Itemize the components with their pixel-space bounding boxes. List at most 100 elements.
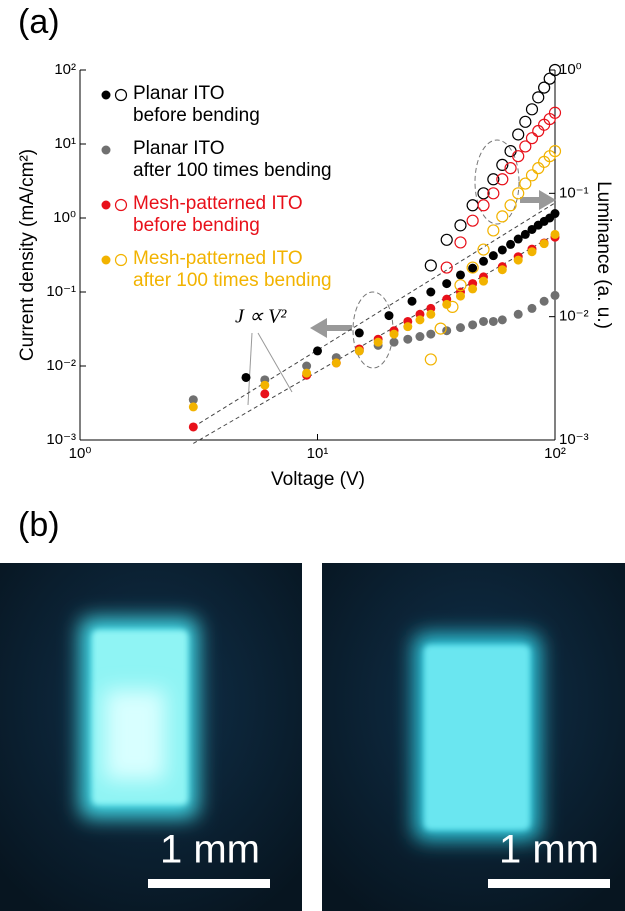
point-luminance: [548, 63, 562, 77]
point: [302, 368, 312, 378]
y2-tick-label: 10⁻²: [559, 308, 589, 325]
point: [354, 328, 364, 338]
point-luminance: [477, 199, 490, 212]
point-luminance: [454, 279, 467, 292]
point-luminance: [487, 224, 500, 237]
point: [550, 209, 560, 219]
legend-marker: [101, 90, 111, 100]
point: [455, 323, 465, 333]
point: [497, 315, 507, 325]
point-luminance: [454, 236, 467, 249]
photo-left: [0, 563, 302, 911]
legend-label: Planar ITO after 100 times bending: [133, 138, 332, 181]
point: [455, 270, 465, 280]
point: [479, 316, 489, 326]
point: [506, 239, 516, 249]
legend-marker: [101, 255, 111, 265]
point: [520, 229, 530, 239]
point: [313, 346, 322, 356]
y2-tick-label: 10⁻¹: [559, 184, 589, 201]
point: [384, 311, 394, 321]
point-luminance: [519, 140, 532, 153]
point-luminance: [548, 145, 562, 158]
point: [415, 332, 425, 342]
y-tick-label: 10²: [54, 61, 76, 78]
point: [260, 380, 270, 390]
y2-axis-label: Luminance (a. u.): [593, 181, 614, 329]
point-luminance: [504, 162, 517, 175]
point-luminance: [532, 162, 545, 175]
point-luminance: [538, 81, 551, 94]
legend-label: Mesh-patterned ITO after 100 times bendi…: [133, 248, 332, 291]
point: [354, 346, 364, 356]
point-luminance: [512, 187, 525, 200]
point-luminance: [440, 261, 453, 274]
point: [513, 309, 523, 319]
point: [550, 290, 560, 300]
point-luminance: [525, 132, 539, 145]
scale-bar-label: 1 mm: [499, 828, 599, 872]
point-luminance: [532, 124, 545, 138]
point-luminance: [424, 353, 437, 366]
point-luminance: [504, 145, 517, 158]
point: [331, 358, 341, 368]
point: [455, 291, 465, 301]
y-tick-label: 10⁻¹: [46, 283, 76, 300]
point-luminance: [543, 72, 556, 85]
point: [488, 316, 498, 326]
point-luminance: [487, 173, 500, 186]
point: [479, 256, 489, 266]
point: [513, 255, 523, 265]
point: [497, 245, 507, 255]
point: [527, 303, 537, 313]
point: [426, 287, 436, 297]
point: [539, 296, 549, 306]
photo-right: [322, 563, 625, 911]
y-axis-label: Current density (mA/cm²): [17, 149, 38, 361]
point: [488, 251, 498, 261]
point-luminance: [496, 173, 509, 186]
y-tick-label: 10⁻²: [46, 357, 76, 374]
point-luminance: [466, 214, 479, 227]
point: [415, 315, 425, 325]
point: [468, 320, 478, 330]
y2-tick-label: 10⁰: [559, 61, 582, 78]
point-luminance: [532, 91, 545, 104]
x-tick-label: 10¹: [307, 445, 329, 462]
legend-marker: [114, 88, 128, 102]
point-luminance: [454, 219, 467, 232]
annotation: J ∝ V²: [235, 306, 287, 328]
point: [527, 247, 537, 257]
y-tick-label: 10⁻³: [46, 431, 76, 448]
point-luminance: [525, 169, 539, 182]
point-luminance: [519, 177, 532, 190]
point: [188, 402, 198, 412]
point-luminance: [548, 106, 562, 119]
point-luminance: [504, 199, 517, 212]
legend-label: Planar ITO before bending: [133, 83, 260, 126]
y2-tick-label: 10⁻³: [559, 431, 589, 448]
point: [479, 276, 489, 286]
point-luminance: [512, 150, 525, 163]
point-luminance: [446, 300, 459, 314]
point: [389, 329, 399, 339]
point: [188, 395, 198, 405]
legend-marker: [101, 200, 111, 210]
point-luminance: [477, 243, 490, 256]
scale-bar-label: 1 mm: [160, 828, 260, 872]
panel-label: (b): [18, 506, 60, 544]
point: [260, 389, 270, 399]
point-luminance: [496, 158, 509, 172]
point: [188, 422, 198, 432]
point: [403, 322, 413, 332]
point-luminance: [519, 115, 532, 128]
point-luminance: [477, 187, 490, 200]
point: [389, 337, 399, 347]
x-tick-label: 10⁰: [69, 445, 92, 462]
legend-marker: [114, 253, 128, 267]
point: [468, 263, 478, 273]
point: [513, 234, 523, 244]
point: [407, 296, 417, 306]
